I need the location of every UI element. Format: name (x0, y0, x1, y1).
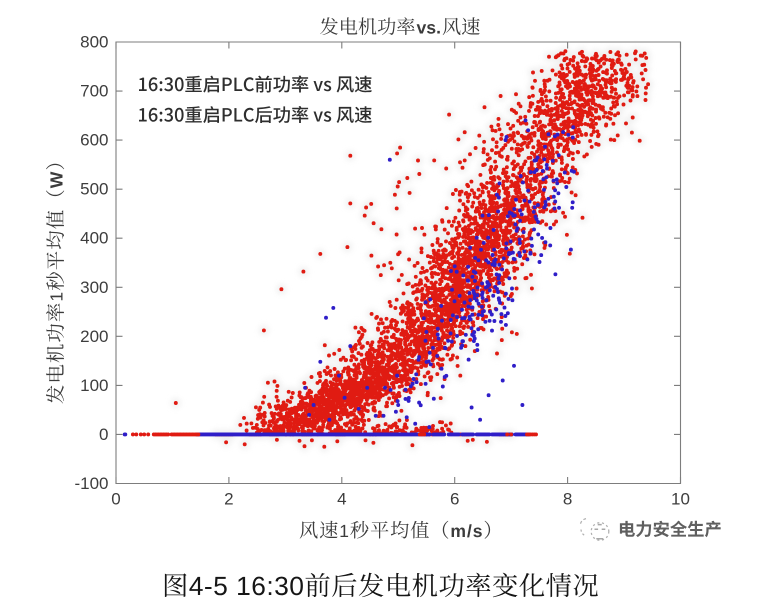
svg-text:10: 10 (671, 490, 690, 509)
svg-text:300: 300 (80, 278, 108, 297)
svg-text:700: 700 (80, 82, 108, 101)
svg-text:100: 100 (80, 376, 108, 395)
svg-text:6: 6 (450, 490, 459, 509)
svg-text:800: 800 (80, 33, 108, 52)
svg-text:200: 200 (80, 327, 108, 346)
svg-text:0: 0 (99, 425, 108, 444)
svg-text:-100: -100 (74, 474, 108, 493)
svg-text:500: 500 (80, 180, 108, 199)
svg-text:600: 600 (80, 131, 108, 150)
svg-text:400: 400 (80, 229, 108, 248)
svg-text:8: 8 (563, 490, 572, 509)
svg-text:2: 2 (224, 490, 233, 509)
svg-text:4: 4 (337, 490, 346, 509)
svg-text:0: 0 (111, 490, 120, 509)
